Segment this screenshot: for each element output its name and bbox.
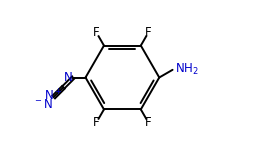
- Text: N$^+$: N$^+$: [44, 88, 63, 103]
- Text: F: F: [93, 116, 100, 128]
- Text: NH$_2$: NH$_2$: [175, 62, 199, 77]
- Text: F: F: [145, 116, 151, 128]
- Text: $^-$N: $^-$N: [33, 98, 53, 111]
- Text: N: N: [64, 71, 72, 84]
- Text: F: F: [145, 27, 151, 39]
- Text: F: F: [93, 27, 100, 39]
